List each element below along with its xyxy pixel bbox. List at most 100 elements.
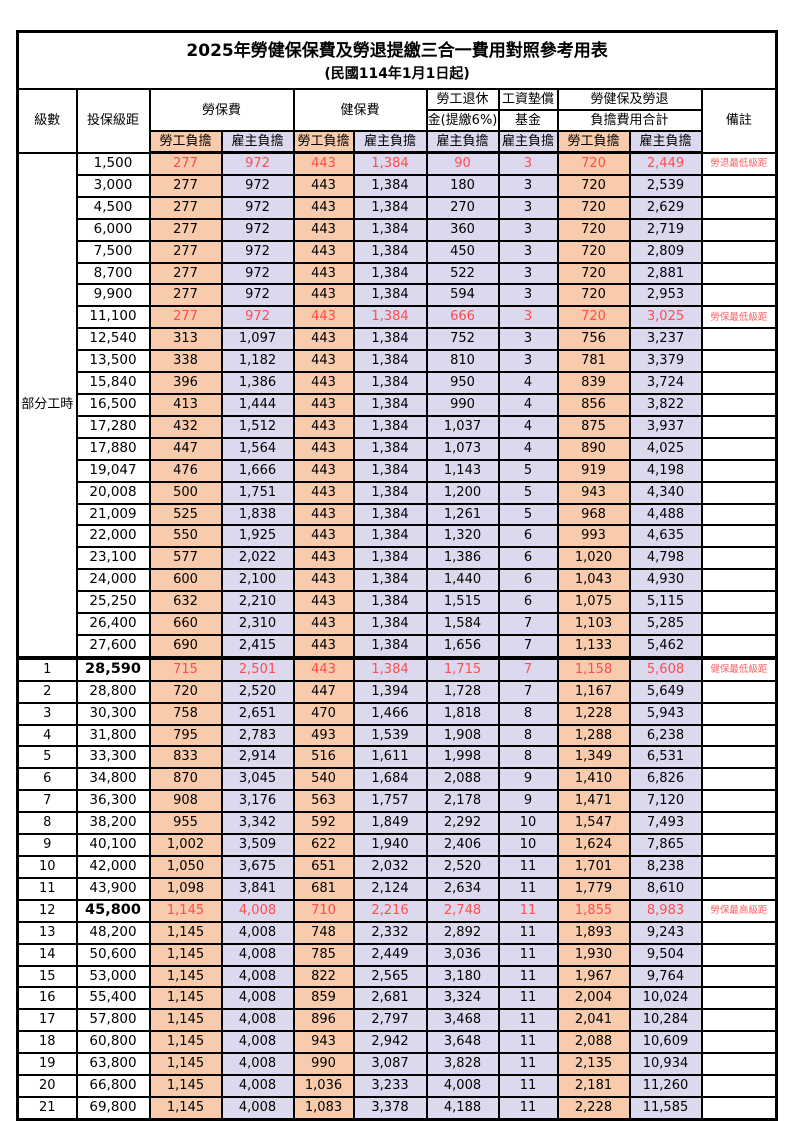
table-row: 4 31,800 795 2,783 493 1,539 1,908 8 1,288 6,238 xyxy=(16,723,778,748)
premium-value-cell: 1,384 xyxy=(352,261,428,286)
premium-value-cell: 1,043 xyxy=(556,568,631,593)
premium-value-cell: 1,838 xyxy=(220,502,295,527)
level-cell: 15 xyxy=(16,964,78,989)
remark-cell xyxy=(700,811,778,836)
premium-value-cell: 1,855 xyxy=(556,898,631,923)
bracket-cell: 60,800 xyxy=(75,1030,151,1055)
premium-value-cell: 7,120 xyxy=(628,789,703,814)
remark-cell xyxy=(700,546,778,571)
premium-value-cell: 710 xyxy=(292,898,355,923)
premium-value-cell: 1,908 xyxy=(425,723,500,748)
premium-value-cell: 1,200 xyxy=(425,480,500,505)
premium-value-cell: 3,379 xyxy=(628,349,703,374)
premium-value-cell: 993 xyxy=(556,524,631,549)
premium-value-cell: 5 xyxy=(497,480,559,505)
premium-value-cell: 1,143 xyxy=(425,458,500,483)
premium-value-cell: 443 xyxy=(292,502,355,527)
bracket-cell: 50,600 xyxy=(75,942,151,967)
premium-value-cell: 2,332 xyxy=(352,920,428,945)
premium-value-cell: 7 xyxy=(497,612,559,636)
premium-value-cell: 443 xyxy=(292,633,355,659)
table-row: 17,880 447 1,564 443 1,384 1,073 4 890 4,025 xyxy=(18,436,778,461)
bracket-cell: 48,200 xyxy=(75,920,151,945)
premium-value-cell: 4,025 xyxy=(628,436,703,461)
premium-value-cell: 795 xyxy=(148,723,223,748)
level-cell: 6 xyxy=(16,767,78,792)
premium-value-cell: 2,797 xyxy=(352,1008,428,1033)
premium-value-cell: 2,041 xyxy=(556,1008,631,1033)
premium-value-cell: 1,893 xyxy=(556,920,631,945)
remark-cell xyxy=(700,745,778,770)
bracket-cell: 9,900 xyxy=(75,283,151,308)
premium-value-cell: 11 xyxy=(497,1052,559,1077)
header-li-employee: 勞工負擔 xyxy=(148,130,223,154)
remark-cell xyxy=(700,942,778,967)
bracket-cell: 55,400 xyxy=(75,986,151,1011)
header-pension-bottom: 金(提繳6%) xyxy=(425,109,500,132)
premium-value-cell: 4,198 xyxy=(628,458,703,483)
premium-value-cell: 4 xyxy=(497,436,559,461)
premium-value-cell: 2,881 xyxy=(628,261,703,286)
bracket-cell: 28,800 xyxy=(75,679,151,704)
bracket-cell: 31,800 xyxy=(75,723,151,748)
premium-value-cell: 277 xyxy=(148,239,223,264)
premium-value-cell: 10,284 xyxy=(628,1008,703,1033)
premium-value-cell: 4,008 xyxy=(220,1052,295,1077)
table-row: 13,500 338 1,182 443 1,384 810 3 781 3,379 xyxy=(18,349,778,374)
premium-value-cell: 2,032 xyxy=(352,855,428,879)
premium-value-cell: 443 xyxy=(292,590,355,615)
level-cell: 4 xyxy=(16,723,78,748)
header-total-employer: 雇主負擔 xyxy=(628,130,703,154)
premium-value-cell: 3,509 xyxy=(220,833,295,857)
premium-value-cell: 1,228 xyxy=(556,701,631,726)
table-row: 21,009 525 1,838 443 1,384 1,261 5 968 4,488 xyxy=(18,502,778,527)
level-cell: 19 xyxy=(16,1052,78,1077)
premium-value-cell: 1,384 xyxy=(352,151,428,176)
premium-value-cell: 1,728 xyxy=(425,679,500,704)
premium-value-cell: 3 xyxy=(497,239,559,264)
premium-value-cell: 720 xyxy=(556,195,631,220)
table-row: 12,540 313 1,097 443 1,384 752 3 756 3,237 xyxy=(18,327,778,352)
premium-value-cell: 2,124 xyxy=(352,876,428,901)
premium-value-cell: 3,045 xyxy=(220,767,295,792)
remark-cell xyxy=(700,590,778,615)
remark-cell xyxy=(700,217,778,242)
premium-value-cell: 4 xyxy=(497,371,559,395)
premium-value-cell: 2,520 xyxy=(425,855,500,879)
premium-value-cell: 2,022 xyxy=(220,546,295,571)
bracket-cell: 57,800 xyxy=(75,1008,151,1033)
table-row: 11 43,900 1,098 3,841 681 2,124 2,634 11 1,779 8,… xyxy=(16,876,778,901)
premium-value-cell: 972 xyxy=(220,239,295,264)
header-level: 級數 xyxy=(16,88,78,154)
premium-value-cell: 3,724 xyxy=(628,371,703,395)
header-pension-top: 勞工退休 xyxy=(425,88,500,111)
premium-value-cell: 2,406 xyxy=(425,833,500,857)
premium-value-cell: 5,115 xyxy=(628,590,703,615)
premium-value-cell: 890 xyxy=(556,436,631,461)
level-cell: 5 xyxy=(16,745,78,770)
premium-value-cell: 2,520 xyxy=(220,679,295,704)
premium-value-cell: 943 xyxy=(556,480,631,505)
premium-value-cell: 1,757 xyxy=(352,789,428,814)
premium-value-cell: 990 xyxy=(292,1052,355,1077)
premium-value-cell: 4,008 xyxy=(220,920,295,945)
premium-value-cell: 563 xyxy=(292,789,355,814)
table-row: 10 42,000 1,050 3,675 651 2,032 2,520 11 1,701 8,… xyxy=(16,855,778,879)
table-row: 6,000 277 972 443 1,384 360 3 720 2,719 xyxy=(18,217,778,242)
premium-value-cell: 1,751 xyxy=(220,480,295,505)
header-hi-employer: 雇主負擔 xyxy=(352,130,428,154)
table-row: 16 55,400 1,145 4,008 859 2,681 3,324 11 2,004 10… xyxy=(16,986,778,1011)
premium-value-cell: 443 xyxy=(292,655,355,682)
premium-value-cell: 10,934 xyxy=(628,1052,703,1077)
premium-value-cell: 493 xyxy=(292,723,355,748)
bracket-cell: 53,000 xyxy=(75,964,151,989)
premium-value-cell: 443 xyxy=(292,283,355,308)
premium-value-cell: 660 xyxy=(148,612,223,636)
premium-value-cell: 6,531 xyxy=(628,745,703,770)
premium-value-cell: 2,178 xyxy=(425,789,500,814)
premium-value-cell: 632 xyxy=(148,590,223,615)
premium-value-cell: 11 xyxy=(497,1074,559,1098)
level-cell: 18 xyxy=(16,1030,78,1055)
premium-value-cell: 313 xyxy=(148,327,223,352)
premium-value-cell: 6,826 xyxy=(628,767,703,792)
